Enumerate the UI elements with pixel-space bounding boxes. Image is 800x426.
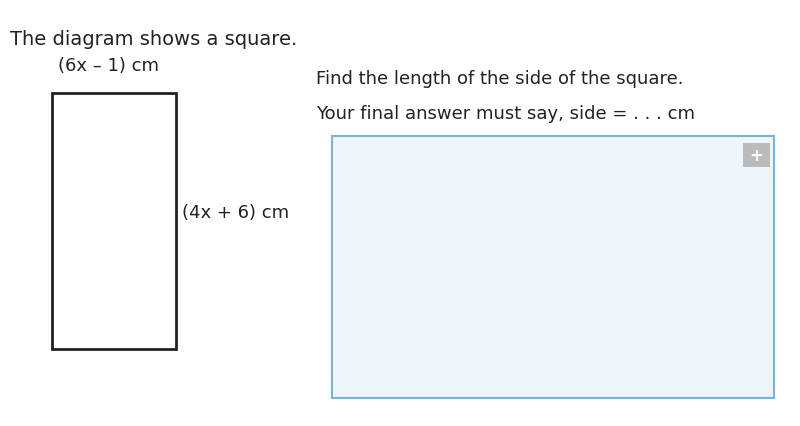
- Text: Find the length of the side of the square.: Find the length of the side of the squar…: [316, 70, 683, 88]
- Text: The diagram shows a square.: The diagram shows a square.: [10, 30, 297, 49]
- Text: +: +: [750, 147, 763, 165]
- Text: (4x + 6) cm: (4x + 6) cm: [182, 204, 290, 222]
- Bar: [332, 136, 774, 398]
- Bar: [743, 144, 770, 167]
- Text: Your final answer must say, side = . . . cm: Your final answer must say, side = . . .…: [316, 104, 695, 122]
- Text: (6x – 1) cm: (6x – 1) cm: [58, 57, 158, 75]
- Bar: [52, 94, 176, 349]
